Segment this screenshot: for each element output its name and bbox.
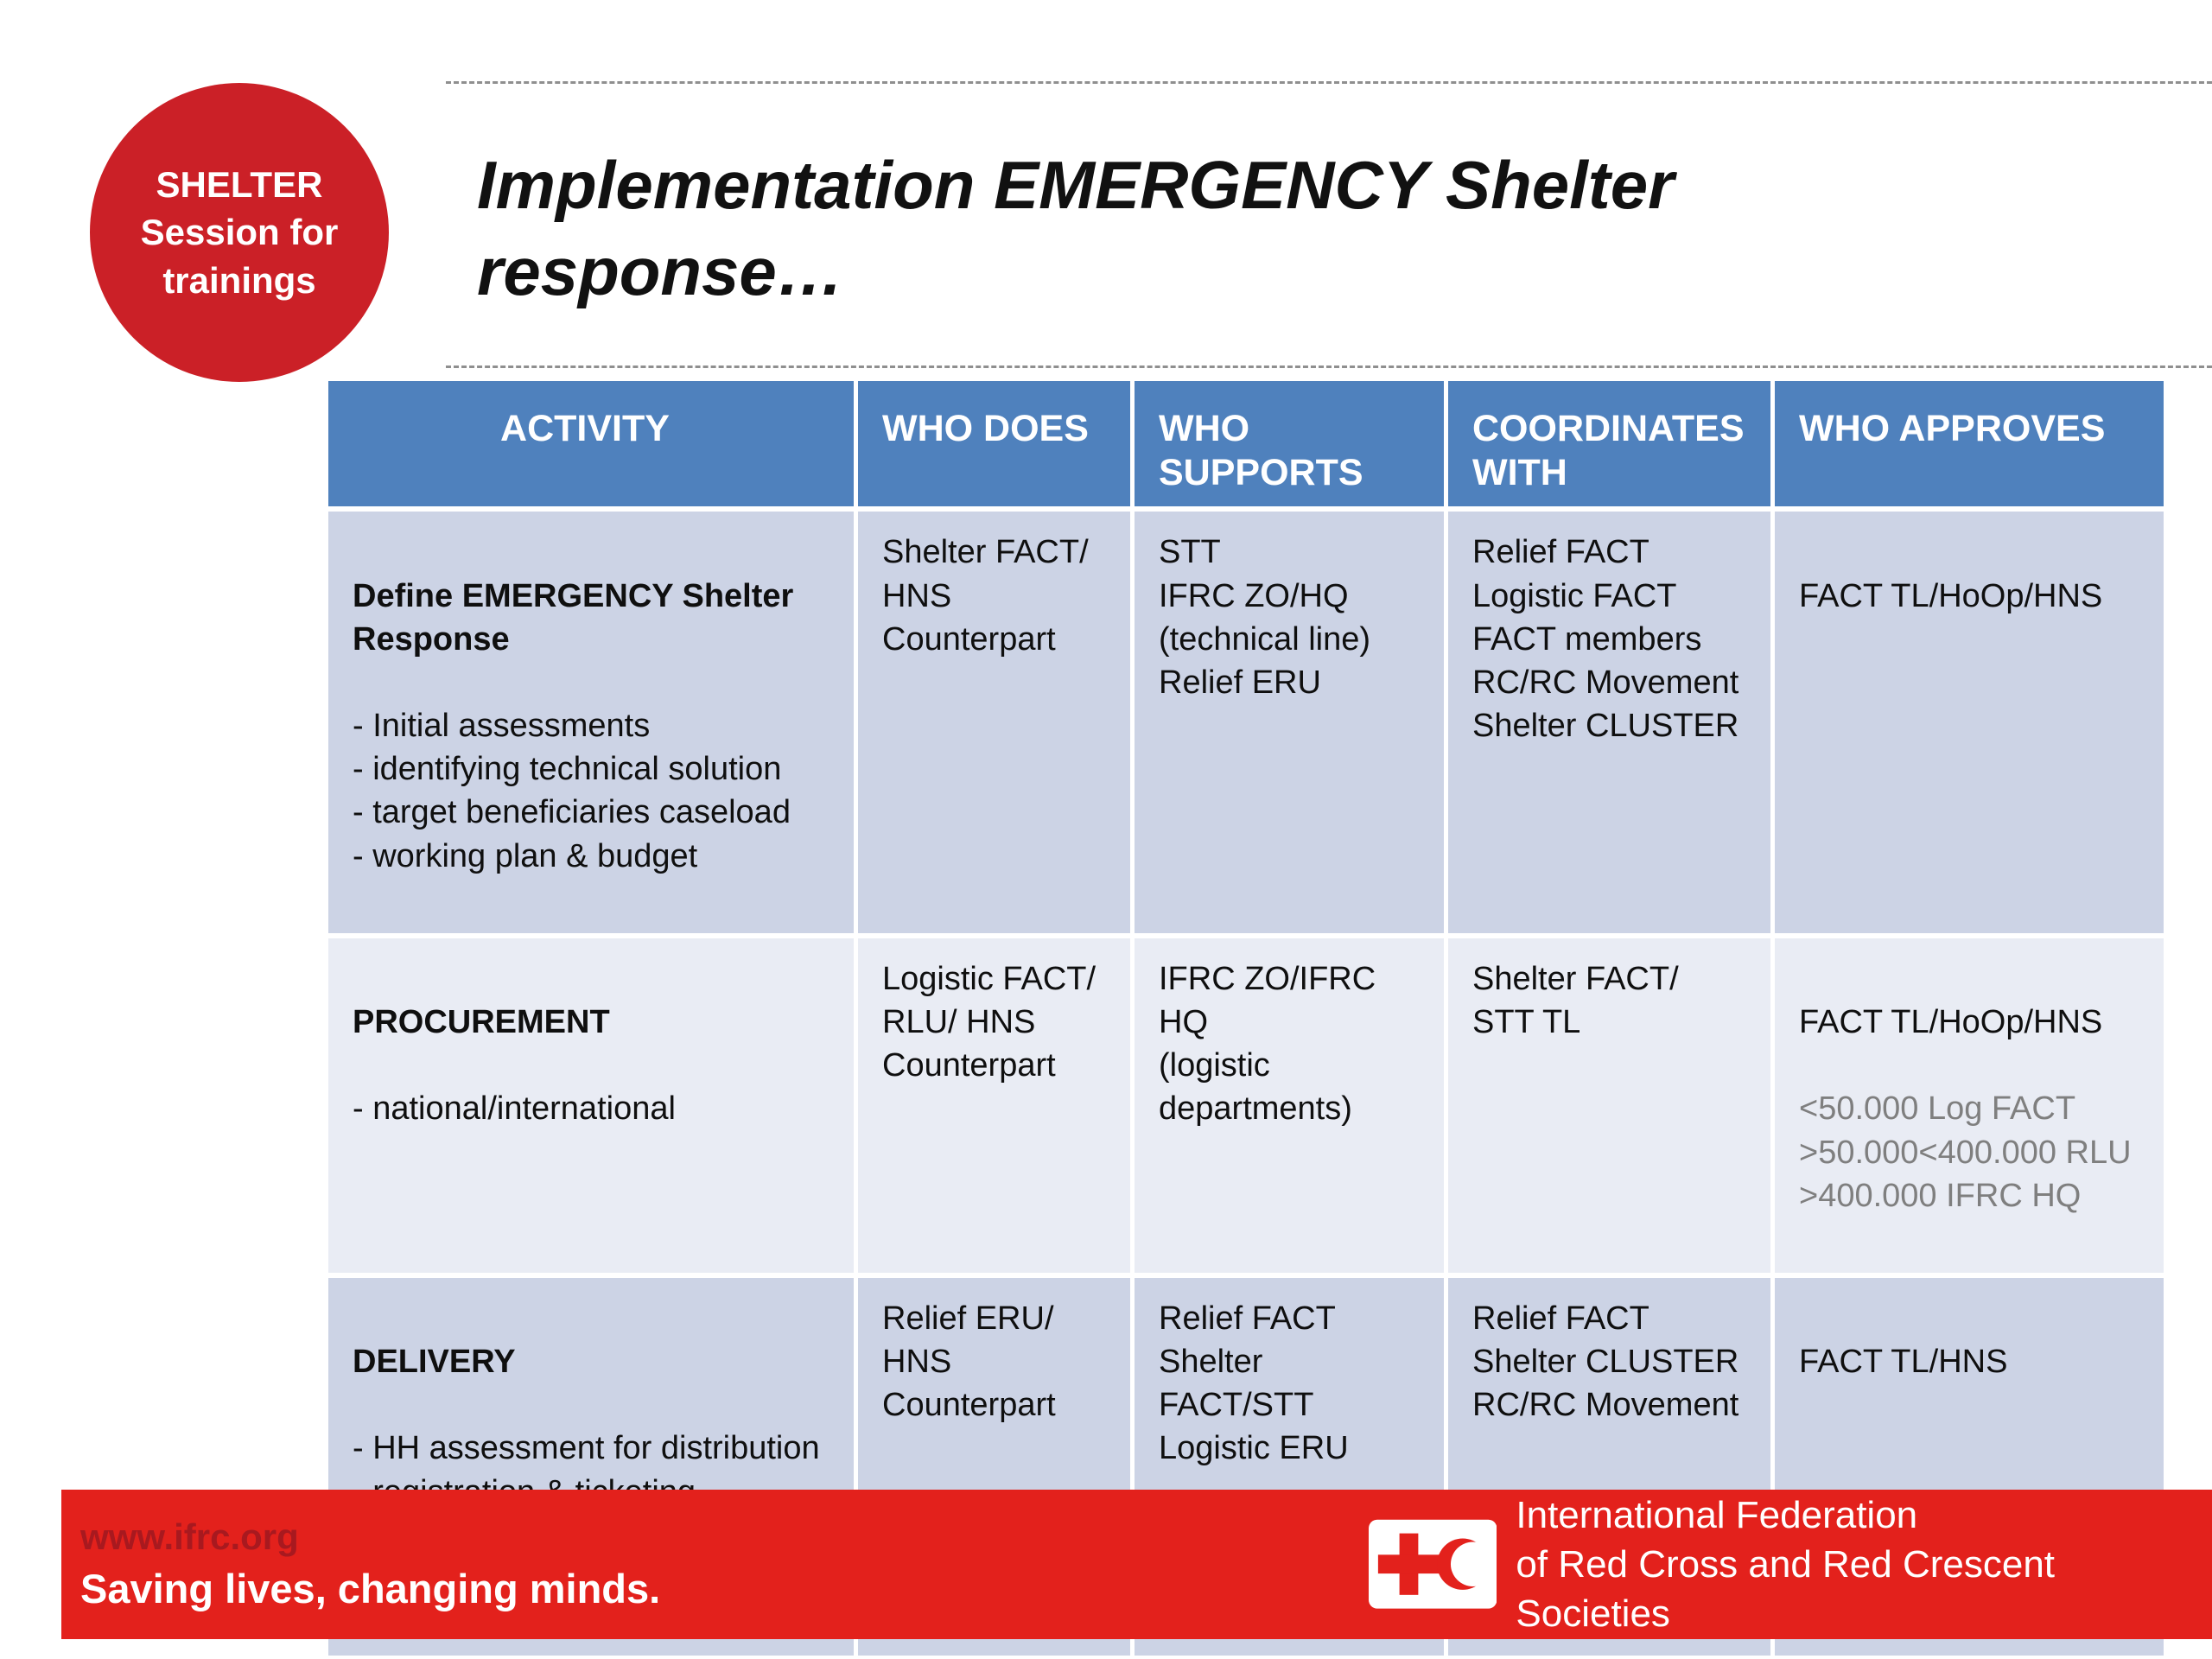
cell-who-supports: IFRC ZO/IFRC HQ (logistic departments) xyxy=(1135,938,1448,1278)
activity-title: PROCUREMENT xyxy=(353,1004,610,1041)
red-cross-icon xyxy=(1377,1533,1440,1596)
table-row: PROCUREMENT - national/international Log… xyxy=(328,938,2164,1278)
footer-url: www.ifrc.org xyxy=(80,1516,299,1557)
footer-banner: www.ifrc.org Saving lives, changing mind… xyxy=(61,1490,2212,1639)
footer-text-block: www.ifrc.org Saving lives, changing mind… xyxy=(61,1516,660,1612)
activity-items: - national/international xyxy=(353,1090,676,1128)
responsibility-table: ACTIVITY WHO DOES WHO SUPPORTS COORDINAT… xyxy=(328,381,2164,1659)
activity-title: DELIVERY xyxy=(353,1344,516,1381)
column-header-activity: ACTIVITY xyxy=(328,381,858,512)
cell-activity: Define EMERGENCY Shelter Response - Init… xyxy=(328,512,858,938)
title-block: Implementation EMERGENCY Shelter respons… xyxy=(446,81,2212,368)
activity-title: Define EMERGENCY Shelter Response xyxy=(353,577,794,658)
footer-tagline: Saving lives, changing minds. xyxy=(80,1566,661,1611)
who-approves-main: FACT TL/HoOp/HNS xyxy=(1799,1004,2103,1041)
activity-items: - Initial assessments - identifying tech… xyxy=(353,708,791,874)
shelter-badge: SHELTER Session for trainings xyxy=(90,83,389,382)
footer-org-block: International Federation of Red Cross an… xyxy=(1369,1491,2212,1639)
cell-coordinates-with: Relief FACT Logistic FACT FACT members R… xyxy=(1448,512,1775,938)
who-approves-main: FACT TL/HNS xyxy=(1799,1344,2008,1381)
page-title: Implementation EMERGENCY Shelter respons… xyxy=(477,147,1675,309)
shelter-badge-text: SHELTER Session for trainings xyxy=(140,163,339,301)
cell-who-supports: STT IFRC ZO/HQ (technical line) Relief E… xyxy=(1135,512,1448,938)
who-approves-main: FACT TL/HoOp/HNS xyxy=(1799,577,2103,614)
cell-who-approves: FACT TL/HoOp/HNS <50.000 Log FACT >50.00… xyxy=(1775,938,2164,1278)
table-row: Define EMERGENCY Shelter Response - Init… xyxy=(328,512,2164,938)
column-header-who-does: WHO DOES xyxy=(858,381,1135,512)
org-name: International Federation of Red Cross an… xyxy=(1516,1493,2056,1636)
cell-who-does: Shelter FACT/ HNS Counterpart xyxy=(858,512,1135,938)
cell-who-does: Logistic FACT/ RLU/ HNS Counterpart xyxy=(858,938,1135,1278)
cell-activity: PROCUREMENT - national/international xyxy=(328,938,858,1278)
crescent-mask xyxy=(1450,1541,1496,1587)
table-header-row: ACTIVITY WHO DOES WHO SUPPORTS COORDINAT… xyxy=(328,381,2164,512)
column-header-coordinates-with: COORDINATES WITH xyxy=(1448,381,1775,512)
red-crescent-icon xyxy=(1437,1538,1496,1591)
cell-who-approves: FACT TL/HoOp/HNS xyxy=(1775,512,2164,938)
cell-coordinates-with: Shelter FACT/ STT TL xyxy=(1448,938,1775,1278)
column-header-who-approves: WHO APPROVES xyxy=(1775,381,2164,512)
who-approves-notes: <50.000 Log FACT >50.000<400.000 RLU >40… xyxy=(1799,1090,2132,1214)
ifrc-logo xyxy=(1369,1520,1497,1609)
column-header-who-supports: WHO SUPPORTS xyxy=(1135,381,1448,512)
